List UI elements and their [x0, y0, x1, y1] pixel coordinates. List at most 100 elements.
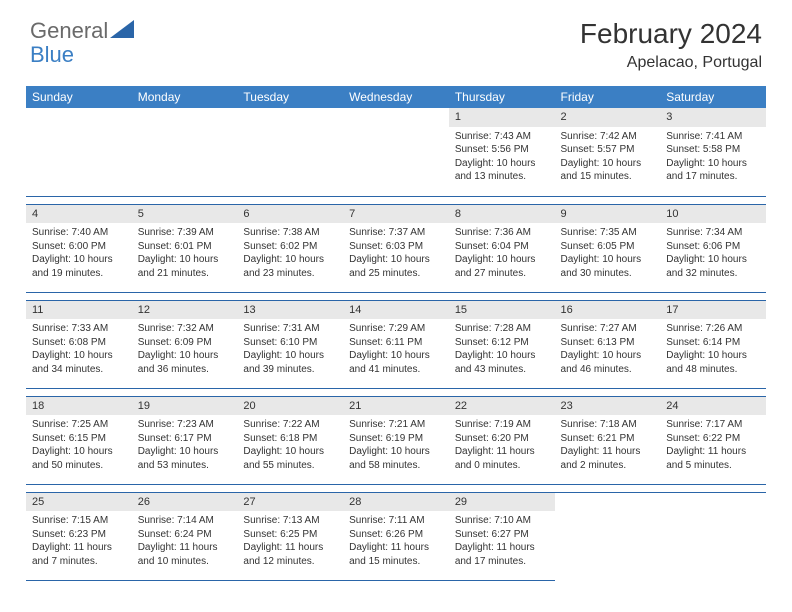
- day-line: Daylight: 11 hours: [243, 541, 337, 555]
- day-line: Daylight: 10 hours: [243, 445, 337, 459]
- day-cell: 15Sunrise: 7:28 AMSunset: 6:12 PMDayligh…: [449, 300, 555, 388]
- day-line: Sunset: 6:13 PM: [561, 336, 655, 350]
- day-body: Sunrise: 7:41 AMSunset: 5:58 PMDaylight:…: [660, 127, 766, 188]
- day-line: Sunset: 6:17 PM: [138, 432, 232, 446]
- day-line: Sunrise: 7:10 AM: [455, 514, 549, 528]
- day-line: Sunset: 6:20 PM: [455, 432, 549, 446]
- day-line: and 55 minutes.: [243, 459, 337, 473]
- day-line: and 27 minutes.: [455, 267, 549, 281]
- day-cell: 13Sunrise: 7:31 AMSunset: 6:10 PMDayligh…: [237, 300, 343, 388]
- day-body: Sunrise: 7:14 AMSunset: 6:24 PMDaylight:…: [132, 511, 238, 572]
- logo-text-2: Blue: [30, 42, 74, 67]
- day-line: Sunrise: 7:17 AM: [666, 418, 760, 432]
- day-cell: 17Sunrise: 7:26 AMSunset: 6:14 PMDayligh…: [660, 300, 766, 388]
- day-line: Daylight: 10 hours: [455, 349, 549, 363]
- day-body: Sunrise: 7:25 AMSunset: 6:15 PMDaylight:…: [26, 415, 132, 476]
- day-number: 10: [660, 205, 766, 224]
- logo-text-2-wrap: Blue: [30, 42, 74, 68]
- day-cell: 6Sunrise: 7:38 AMSunset: 6:02 PMDaylight…: [237, 204, 343, 292]
- col-friday: Friday: [555, 86, 661, 108]
- day-line: Sunset: 6:10 PM: [243, 336, 337, 350]
- day-line: Daylight: 11 hours: [349, 541, 443, 555]
- day-number: 11: [26, 301, 132, 320]
- day-cell: 5Sunrise: 7:39 AMSunset: 6:01 PMDaylight…: [132, 204, 238, 292]
- day-cell: 23Sunrise: 7:18 AMSunset: 6:21 PMDayligh…: [555, 396, 661, 484]
- day-number: 3: [660, 108, 766, 127]
- day-cell: 16Sunrise: 7:27 AMSunset: 6:13 PMDayligh…: [555, 300, 661, 388]
- day-line: Sunset: 6:26 PM: [349, 528, 443, 542]
- day-line: Sunset: 6:06 PM: [666, 240, 760, 254]
- header-row: Sunday Monday Tuesday Wednesday Thursday…: [26, 86, 766, 108]
- day-line: Daylight: 10 hours: [666, 349, 760, 363]
- day-body: Sunrise: 7:28 AMSunset: 6:12 PMDaylight:…: [449, 319, 555, 380]
- col-sunday: Sunday: [26, 86, 132, 108]
- day-line: Sunset: 6:23 PM: [32, 528, 126, 542]
- day-line: and 50 minutes.: [32, 459, 126, 473]
- day-body: Sunrise: 7:38 AMSunset: 6:02 PMDaylight:…: [237, 223, 343, 284]
- day-number: 6: [237, 205, 343, 224]
- day-line: Daylight: 11 hours: [138, 541, 232, 555]
- day-number: 7: [343, 205, 449, 224]
- day-line: and 46 minutes.: [561, 363, 655, 377]
- day-line: Daylight: 10 hours: [32, 253, 126, 267]
- day-line: Sunrise: 7:18 AM: [561, 418, 655, 432]
- day-body: Sunrise: 7:18 AMSunset: 6:21 PMDaylight:…: [555, 415, 661, 476]
- day-line: Sunrise: 7:11 AM: [349, 514, 443, 528]
- day-line: Sunset: 6:24 PM: [138, 528, 232, 542]
- day-line: Sunrise: 7:43 AM: [455, 130, 549, 144]
- day-number: 21: [343, 397, 449, 416]
- day-line: Sunset: 5:58 PM: [666, 143, 760, 157]
- day-line: Sunset: 6:22 PM: [666, 432, 760, 446]
- day-line: and 13 minutes.: [455, 170, 549, 184]
- day-line: Sunrise: 7:15 AM: [32, 514, 126, 528]
- day-line: Sunrise: 7:19 AM: [455, 418, 549, 432]
- day-line: Sunset: 6:18 PM: [243, 432, 337, 446]
- day-cell: [660, 492, 766, 580]
- day-line: Sunset: 6:04 PM: [455, 240, 549, 254]
- day-number: 2: [555, 108, 661, 127]
- day-number: 17: [660, 301, 766, 320]
- day-number: 29: [449, 493, 555, 512]
- day-body: Sunrise: 7:36 AMSunset: 6:04 PMDaylight:…: [449, 223, 555, 284]
- day-cell: 14Sunrise: 7:29 AMSunset: 6:11 PMDayligh…: [343, 300, 449, 388]
- day-line: Daylight: 11 hours: [32, 541, 126, 555]
- day-line: and 34 minutes.: [32, 363, 126, 377]
- day-number: 25: [26, 493, 132, 512]
- day-line: Daylight: 10 hours: [666, 253, 760, 267]
- day-body: Sunrise: 7:22 AMSunset: 6:18 PMDaylight:…: [237, 415, 343, 476]
- day-line: and 2 minutes.: [561, 459, 655, 473]
- day-number: 8: [449, 205, 555, 224]
- day-line: Daylight: 10 hours: [349, 445, 443, 459]
- day-line: and 23 minutes.: [243, 267, 337, 281]
- day-body: Sunrise: 7:27 AMSunset: 6:13 PMDaylight:…: [555, 319, 661, 380]
- day-line: Sunset: 6:19 PM: [349, 432, 443, 446]
- day-line: Sunrise: 7:21 AM: [349, 418, 443, 432]
- day-line: Sunrise: 7:28 AM: [455, 322, 549, 336]
- day-line: and 15 minutes.: [349, 555, 443, 569]
- day-line: and 0 minutes.: [455, 459, 549, 473]
- day-line: Daylight: 10 hours: [243, 349, 337, 363]
- day-line: Daylight: 10 hours: [455, 253, 549, 267]
- day-line: Sunrise: 7:26 AM: [666, 322, 760, 336]
- day-number: 28: [343, 493, 449, 512]
- day-body: Sunrise: 7:37 AMSunset: 6:03 PMDaylight:…: [343, 223, 449, 284]
- col-tuesday: Tuesday: [237, 86, 343, 108]
- day-body: Sunrise: 7:13 AMSunset: 6:25 PMDaylight:…: [237, 511, 343, 572]
- day-cell: 18Sunrise: 7:25 AMSunset: 6:15 PMDayligh…: [26, 396, 132, 484]
- day-line: and 21 minutes.: [138, 267, 232, 281]
- day-line: and 36 minutes.: [138, 363, 232, 377]
- day-line: Sunset: 6:01 PM: [138, 240, 232, 254]
- day-line: and 43 minutes.: [455, 363, 549, 377]
- day-line: and 17 minutes.: [666, 170, 760, 184]
- day-line: Sunrise: 7:25 AM: [32, 418, 126, 432]
- day-line: and 39 minutes.: [243, 363, 337, 377]
- day-number: 15: [449, 301, 555, 320]
- day-line: Sunset: 6:25 PM: [243, 528, 337, 542]
- day-line: and 5 minutes.: [666, 459, 760, 473]
- day-cell: 27Sunrise: 7:13 AMSunset: 6:25 PMDayligh…: [237, 492, 343, 580]
- day-line: Sunset: 6:27 PM: [455, 528, 549, 542]
- day-line: Sunrise: 7:36 AM: [455, 226, 549, 240]
- day-cell: 12Sunrise: 7:32 AMSunset: 6:09 PMDayligh…: [132, 300, 238, 388]
- day-line: Sunrise: 7:32 AM: [138, 322, 232, 336]
- day-line: and 48 minutes.: [666, 363, 760, 377]
